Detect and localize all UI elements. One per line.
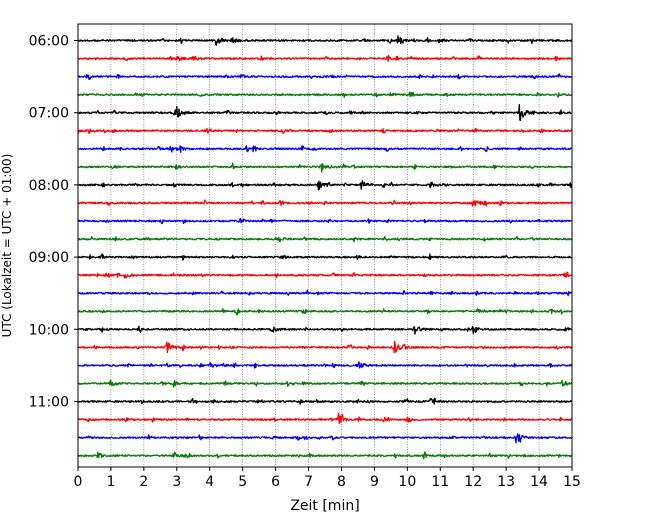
x-tick-label: 6: [271, 474, 280, 490]
trace-0730: [77, 145, 573, 153]
trace-0745: [77, 162, 573, 173]
trace-0900: [77, 253, 573, 261]
x-tick-label: 12: [464, 474, 482, 490]
trace-1045: [77, 379, 573, 388]
x-tick-label: 13: [497, 474, 515, 490]
y-tick-label: 09:00: [29, 250, 69, 266]
trace-0700: [77, 103, 573, 121]
trace-0815: [77, 199, 573, 207]
x-tick-label: 9: [370, 474, 379, 490]
y-tick-label: 08:00: [29, 178, 69, 194]
x-tick-label: 8: [337, 474, 346, 490]
y-axis-label: UTC (Lokalzeit = UTC + 01:00): [0, 154, 14, 338]
trace-1130: [77, 433, 573, 444]
x-tick-label: 0: [74, 474, 83, 490]
trace-1145: [77, 451, 573, 460]
x-axis-label: Zeit [min]: [290, 498, 359, 514]
y-tick-label: 06:00: [29, 34, 69, 50]
trace-0930: [77, 289, 573, 297]
trace-0830: [77, 217, 573, 225]
trace-0715: [77, 127, 573, 135]
x-tick-label: 3: [172, 474, 181, 490]
x-tick-label: 5: [238, 474, 247, 490]
trace-0845: [77, 235, 573, 243]
trace-0600: [77, 35, 573, 46]
trace-0800: [77, 180, 573, 191]
trace-group: [77, 35, 573, 460]
x-tick-label: 15: [563, 474, 581, 490]
y-tick-label: 11:00: [29, 395, 69, 411]
trace-0615: [77, 55, 573, 62]
x-tick-label: 4: [205, 474, 214, 490]
x-tick-label: 7: [304, 474, 313, 490]
plot-frame: [77, 23, 573, 468]
x-axis-ticks: 0 1 2 3 4 5 6 7 8 9 10 11 12 13 14 15: [74, 467, 581, 490]
trace-0915: [77, 271, 573, 279]
x-tick-label: 10: [398, 474, 416, 490]
trace-0645: [77, 91, 573, 98]
x-tick-label: 2: [139, 474, 148, 490]
y-tick-label: 07:00: [29, 106, 69, 122]
y-tick-label: 10:00: [29, 322, 69, 338]
trace-1015: [77, 340, 573, 354]
trace-0630: [77, 73, 573, 81]
trace-1100: [77, 397, 573, 405]
trace-1030: [77, 361, 573, 369]
trace-1000: [77, 325, 573, 335]
y-axis-ticks: 06:00 07:00 08:00 09:00 10:00 11:00: [29, 34, 78, 411]
x-tick-label: 1: [106, 474, 115, 490]
trace-0945: [77, 308, 573, 316]
x-tick-label: 14: [530, 474, 548, 490]
trace-1115: [77, 412, 573, 425]
x-tick-label: 11: [431, 474, 449, 490]
